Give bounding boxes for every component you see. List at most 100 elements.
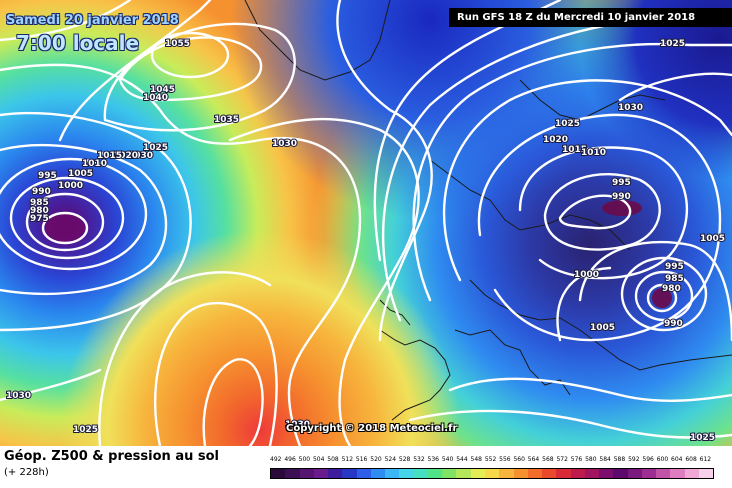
scale-label: 500 bbox=[298, 456, 311, 463]
scale-swatch bbox=[641, 469, 657, 478]
model-run-info: Run GFS 18 Z du Mercredi 10 janvier 2018 bbox=[449, 8, 732, 27]
scale-label: 612 bbox=[699, 456, 712, 463]
svg-text:995: 995 bbox=[612, 178, 631, 188]
svg-text:1025: 1025 bbox=[143, 143, 168, 153]
svg-text:1010: 1010 bbox=[82, 159, 107, 169]
scale-swatch bbox=[470, 469, 485, 478]
forecast-local-time: 7:00 locale bbox=[16, 31, 140, 55]
scale-swatch bbox=[442, 469, 457, 478]
svg-text:1005: 1005 bbox=[590, 323, 615, 333]
scale-label: 592 bbox=[628, 456, 640, 463]
scale-swatch bbox=[599, 469, 614, 478]
svg-text:1030: 1030 bbox=[6, 391, 31, 401]
svg-text:995: 995 bbox=[38, 171, 57, 181]
scale-label: 604 bbox=[671, 456, 683, 463]
svg-text:1025: 1025 bbox=[660, 39, 685, 49]
scale-label: 536 bbox=[427, 456, 439, 463]
scale-label: 540 bbox=[441, 456, 454, 463]
forecast-map: 1055 1045 1040 1035 1025 1030 1020 1015 … bbox=[0, 0, 732, 446]
scale-swatch bbox=[299, 469, 314, 478]
svg-text:975: 975 bbox=[30, 214, 49, 224]
scale-label: 576 bbox=[570, 456, 583, 463]
parameter-title: Géop. Z500 & pression au sol bbox=[4, 449, 219, 464]
scale-label: 548 bbox=[470, 456, 482, 463]
svg-text:1015: 1015 bbox=[562, 145, 587, 155]
scale-swatch bbox=[670, 469, 685, 478]
scale-swatch bbox=[456, 469, 471, 478]
scale-label: 516 bbox=[355, 456, 368, 463]
color-scale-labels: 492 496 500 504 508 512 516 520 524 528 532 536 540 5… bbox=[270, 456, 714, 466]
color-scale-bar bbox=[270, 468, 714, 479]
svg-text:1025: 1025 bbox=[690, 433, 715, 443]
legend-panel: Géop. Z500 & pression au sol (+ 228h) 49… bbox=[0, 446, 732, 488]
scale-swatch bbox=[484, 469, 500, 478]
svg-text:995: 995 bbox=[665, 262, 684, 272]
copyright-notice: Copyright © 2018 Meteociel.fr bbox=[286, 423, 458, 434]
svg-text:1000: 1000 bbox=[58, 181, 83, 191]
svg-text:1020: 1020 bbox=[543, 135, 568, 145]
scale-label: 556 bbox=[499, 456, 511, 463]
scale-swatch bbox=[313, 469, 329, 478]
svg-text:1015: 1015 bbox=[97, 151, 122, 161]
scale-swatch bbox=[584, 469, 600, 478]
scale-swatch bbox=[570, 469, 585, 478]
scale-label: 596 bbox=[642, 456, 654, 463]
scale-swatch bbox=[399, 469, 414, 478]
svg-text:1005: 1005 bbox=[700, 234, 725, 244]
svg-text:980: 980 bbox=[30, 206, 49, 216]
scale-label: 560 bbox=[513, 456, 525, 463]
svg-text:1025: 1025 bbox=[73, 425, 98, 435]
forecast-date: Samedi 20 janvier 2018 bbox=[6, 13, 179, 28]
scale-swatch bbox=[698, 469, 714, 478]
scale-label: 512 bbox=[341, 456, 354, 463]
scale-label: 532 bbox=[413, 456, 425, 463]
scale-swatch bbox=[370, 469, 386, 478]
svg-text:1035: 1035 bbox=[214, 115, 239, 125]
svg-text:1005: 1005 bbox=[68, 169, 93, 179]
svg-text:990: 990 bbox=[32, 187, 51, 197]
scale-label: 492 bbox=[270, 456, 282, 463]
scale-label: 520 bbox=[370, 456, 382, 463]
svg-text:1045: 1045 bbox=[150, 85, 175, 95]
svg-text:1030: 1030 bbox=[272, 139, 297, 149]
scale-swatch bbox=[413, 469, 428, 478]
svg-text:1010: 1010 bbox=[581, 148, 606, 158]
scale-label: 552 bbox=[484, 456, 497, 463]
scale-swatch bbox=[627, 469, 642, 478]
svg-text:1030: 1030 bbox=[128, 151, 153, 161]
forecast-hour: (+ 228h) bbox=[4, 467, 49, 478]
scale-label: 584 bbox=[599, 456, 611, 463]
scale-swatch bbox=[328, 469, 343, 478]
svg-text:1030: 1030 bbox=[285, 420, 310, 430]
scale-swatch bbox=[499, 469, 514, 478]
svg-text:1040: 1040 bbox=[143, 93, 168, 103]
scale-label: 572 bbox=[556, 456, 568, 463]
scale-swatch bbox=[356, 469, 371, 478]
isobars bbox=[0, 0, 732, 446]
svg-text:1025: 1025 bbox=[555, 119, 580, 129]
svg-text:980: 980 bbox=[662, 284, 681, 294]
scale-label: 544 bbox=[456, 456, 468, 463]
scale-label: 600 bbox=[656, 456, 669, 463]
scale-swatch bbox=[613, 469, 628, 478]
scale-label: 580 bbox=[585, 456, 597, 463]
scale-swatch bbox=[556, 469, 571, 478]
scale-swatch bbox=[527, 469, 543, 478]
svg-text:1055: 1055 bbox=[165, 39, 190, 49]
svg-text:985: 985 bbox=[30, 198, 49, 208]
scale-swatch bbox=[542, 469, 557, 478]
scale-label: 508 bbox=[327, 456, 339, 463]
scale-label: 528 bbox=[398, 456, 411, 463]
scale-swatch bbox=[342, 469, 357, 478]
scale-label: 524 bbox=[384, 456, 397, 463]
scale-swatch bbox=[656, 469, 671, 478]
scale-swatch bbox=[285, 469, 300, 478]
scale-swatch bbox=[427, 469, 443, 478]
svg-text:990: 990 bbox=[612, 192, 631, 202]
scale-label: 608 bbox=[685, 456, 697, 463]
scale-label: 496 bbox=[284, 456, 296, 463]
scale-label: 588 bbox=[613, 456, 626, 463]
pressure-labels: 1055 1045 1040 1035 1025 1030 1020 1015 … bbox=[5, 38, 726, 444]
scale-label: 504 bbox=[312, 456, 325, 463]
